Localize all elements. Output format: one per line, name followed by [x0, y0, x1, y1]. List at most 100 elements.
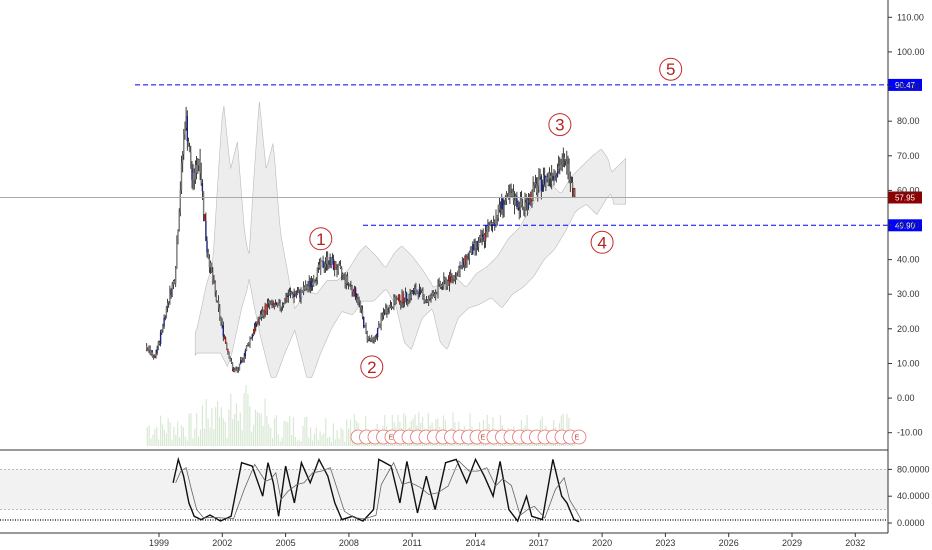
candle-body	[474, 243, 476, 248]
candle-body	[151, 352, 154, 358]
candle-body	[223, 336, 226, 338]
x-tick-label: 2011	[403, 538, 422, 548]
candle-body	[322, 261, 324, 268]
oscillator-line	[172, 456, 580, 523]
candle-body	[324, 263, 327, 268]
candle-body	[308, 281, 310, 287]
volume-bar	[239, 412, 241, 446]
candle-body	[494, 224, 496, 226]
candle-body	[209, 262, 212, 268]
candle-body	[571, 182, 574, 188]
candle-body	[476, 242, 479, 247]
candle-body	[473, 243, 475, 244]
candle-body	[368, 336, 371, 339]
volume-bar	[332, 423, 334, 446]
candle-body	[229, 358, 231, 362]
x-tick-label: 2017	[529, 538, 549, 548]
candle-body	[351, 286, 353, 292]
volume-bar	[245, 385, 247, 446]
candle-body	[435, 292, 437, 297]
candle-body	[169, 290, 171, 302]
candle-body	[146, 346, 148, 349]
candle-body	[490, 222, 493, 225]
osc-tick-label: 80.0000	[897, 464, 930, 474]
candle-body	[208, 258, 211, 268]
candle-body	[378, 324, 380, 329]
candle-body	[327, 257, 329, 265]
candle-body	[274, 304, 277, 307]
candle-body	[573, 187, 575, 196]
wave-label: 3	[555, 116, 564, 135]
volume-bar	[304, 417, 306, 446]
volume-bar	[283, 420, 285, 446]
volume-bar	[346, 419, 348, 446]
level-label: 90.47	[895, 81, 916, 90]
candle-body	[381, 315, 383, 317]
candle-body	[251, 334, 253, 339]
level-label: 49.90	[895, 221, 916, 230]
candle-body	[252, 333, 255, 335]
candle-body	[240, 360, 242, 364]
y-tick-label: 110.00	[897, 12, 924, 22]
candle-body	[200, 172, 202, 184]
event-marker-label: E	[481, 435, 486, 442]
candle-body	[366, 331, 368, 340]
volume-bar	[167, 418, 169, 446]
candle-body	[415, 288, 417, 294]
candle-body	[234, 369, 236, 372]
candle-body	[554, 171, 556, 176]
candle-body	[302, 286, 305, 293]
volume-bar	[249, 406, 251, 446]
candle-body	[512, 191, 515, 201]
volume-bar	[226, 437, 228, 446]
candle-body	[367, 336, 369, 340]
volume-bar	[182, 427, 184, 446]
volume-bar	[446, 440, 448, 446]
x-tick-label: 2005	[276, 538, 296, 548]
volume-bar	[235, 403, 238, 446]
candle-body	[224, 337, 227, 343]
x-tick-label: 2008	[339, 538, 359, 548]
candle-body	[440, 284, 443, 287]
candle-body	[288, 292, 291, 296]
candle-body	[361, 309, 364, 317]
candle-body	[266, 303, 269, 311]
wave-circle	[548, 113, 572, 137]
candle-body	[570, 181, 573, 183]
candle-body	[460, 265, 462, 269]
candle-body	[342, 274, 344, 275]
cloud-area	[194, 101, 626, 378]
candle-body	[265, 306, 267, 311]
candle-body	[358, 301, 360, 303]
volume-bar	[334, 439, 336, 446]
candle-body	[394, 297, 396, 304]
candle-body	[230, 361, 233, 363]
volume-bar	[222, 418, 224, 446]
candle-body	[352, 291, 354, 296]
candle-body	[428, 298, 430, 303]
candle-body	[439, 281, 441, 288]
candle-body	[441, 284, 444, 287]
candle-body	[253, 327, 256, 334]
candle-body	[534, 182, 537, 185]
candle-body	[277, 302, 279, 305]
candle-body	[466, 256, 468, 265]
candle-body	[298, 290, 300, 293]
cloud-layer	[194, 101, 626, 378]
candle-body	[282, 304, 285, 306]
candle-body	[162, 326, 164, 330]
candle-body	[498, 204, 501, 210]
candle-body	[501, 198, 503, 209]
candle-body	[375, 337, 378, 339]
candle-body	[156, 349, 158, 354]
candle-body	[344, 274, 346, 284]
candle-body	[238, 363, 241, 371]
candle-body	[178, 211, 180, 231]
candle-body	[383, 312, 386, 314]
candle-body	[285, 298, 287, 301]
candle-body	[301, 290, 303, 293]
candle-body	[207, 252, 209, 259]
volume-bar	[336, 429, 338, 446]
